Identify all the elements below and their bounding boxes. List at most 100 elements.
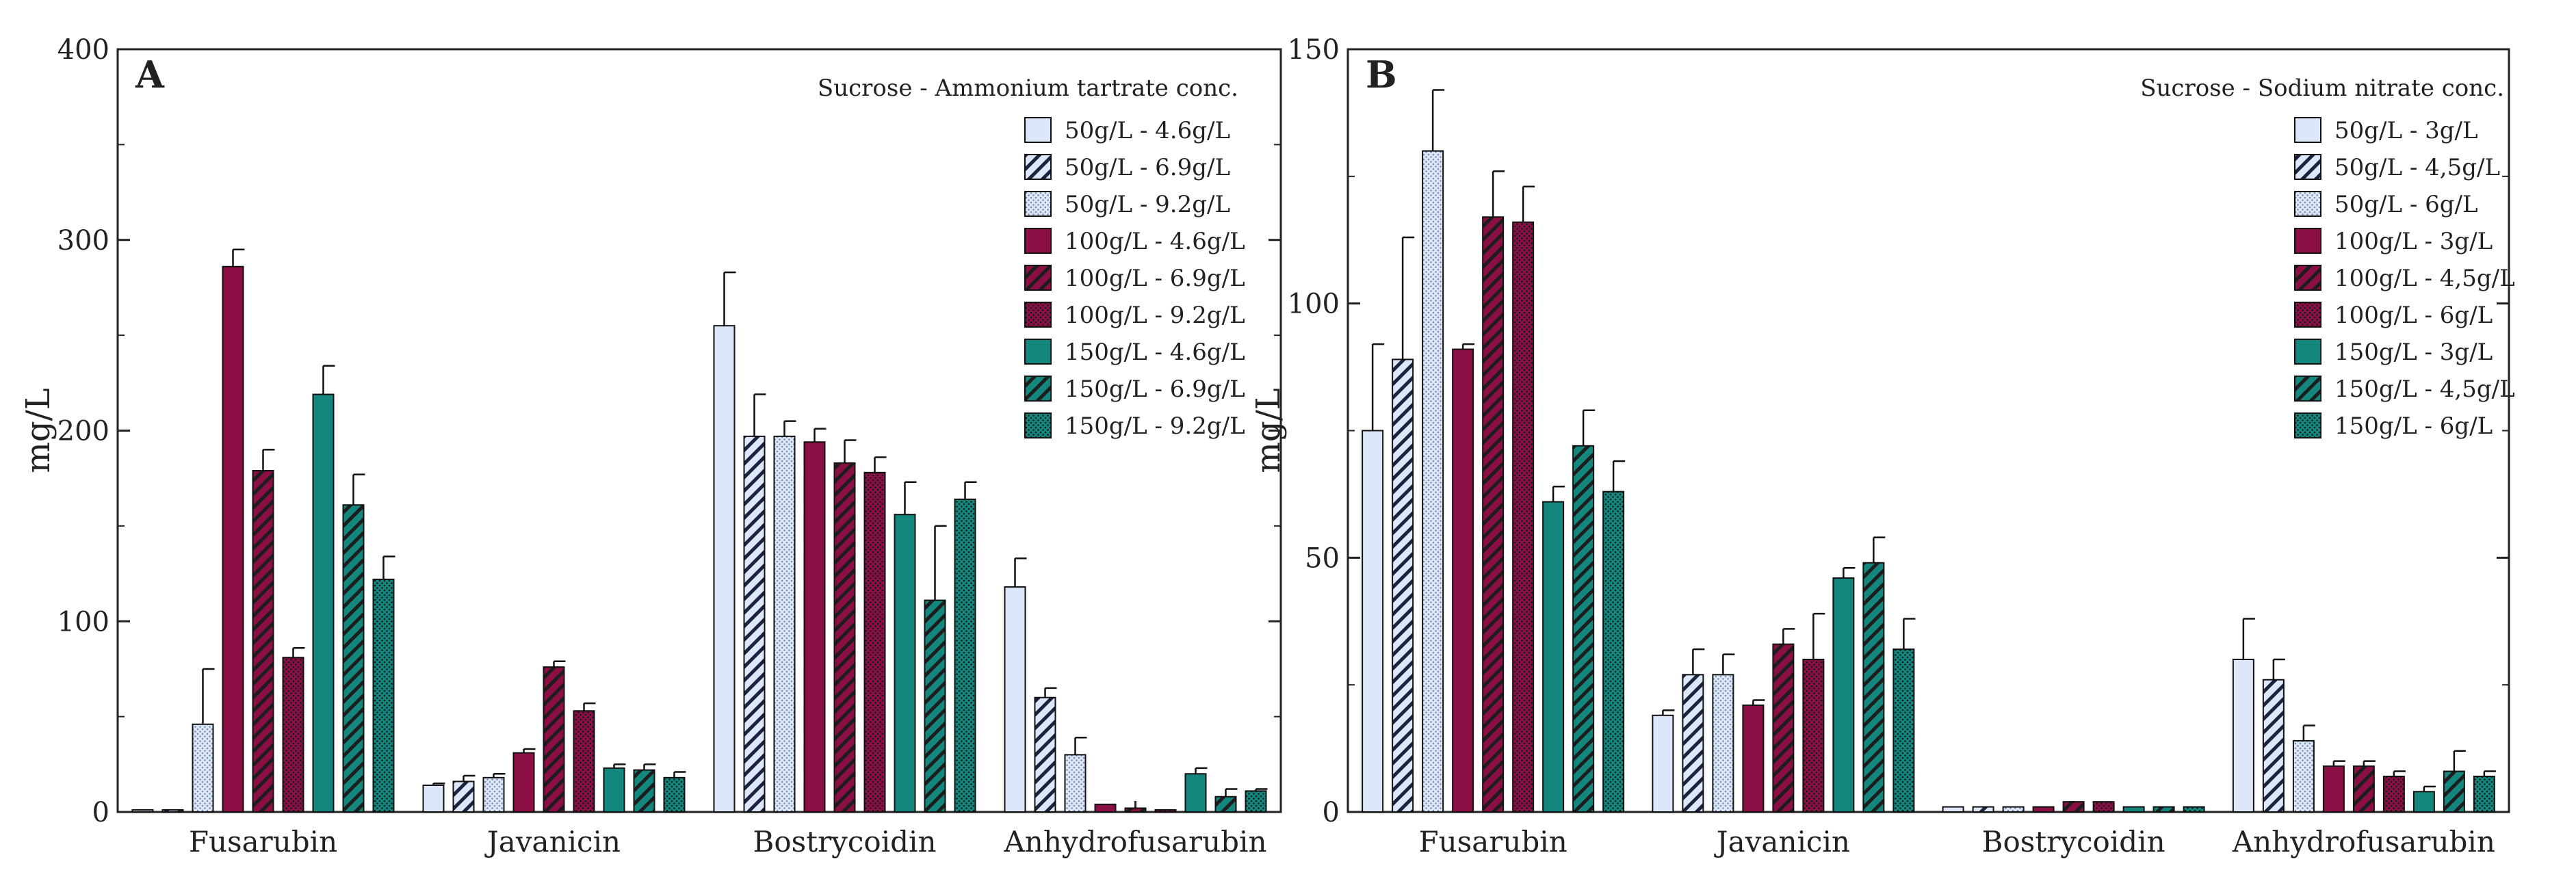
a-legend-swatch [1024, 339, 1052, 365]
a-bar [512, 752, 535, 813]
b-bar [2062, 801, 2085, 813]
a-legend-swatch [1024, 265, 1052, 291]
a-bar [161, 809, 184, 813]
panel-a: 0 100 200 300 400 mg/L A Fusarubin Javanicin Bost… [19, 34, 1282, 858]
b-bar [1972, 806, 1994, 813]
a-bar [954, 498, 976, 813]
a-legend-swatch [1024, 302, 1052, 328]
b-legend-swatch [2294, 228, 2321, 254]
a-legend-entry: 150g/L - 4.6g/L [1065, 339, 1245, 366]
a-bar [713, 325, 736, 813]
b-legend-entry: 150g/L - 3g/L [2334, 339, 2493, 366]
b-legend-swatch [2294, 117, 2321, 143]
b-bar [2322, 765, 2345, 813]
a-legend-swatch [1024, 191, 1052, 217]
a-legend-title: Sucrose - Ammonium tartrate conc. [818, 75, 1238, 102]
b-bar [1712, 674, 1734, 813]
a-bar [252, 470, 274, 813]
b-legend-swatch [2294, 339, 2321, 365]
b-bar [2183, 806, 2205, 813]
a-bar [1214, 796, 1237, 813]
a-bar [833, 462, 856, 813]
b-legend-entry: 150g/L - 4,5g/L [2334, 376, 2515, 403]
b-y-tick-label: 100 [1288, 289, 1340, 320]
b-bar [2122, 806, 2145, 813]
b-bar [1652, 714, 1674, 813]
b-bar [2412, 791, 2435, 813]
a-legend-entry: 150g/L - 6.9g/L [1065, 376, 1245, 403]
b-bar [1512, 221, 1535, 813]
b-bar [2352, 765, 2375, 813]
b-bar [2382, 775, 2405, 813]
b-legend-swatch [2294, 265, 2321, 291]
b-bar [1682, 674, 1704, 813]
b-bar [2152, 806, 2175, 813]
b-x-tick-label-bostrycoidin: Bostrycoidin [1982, 825, 2165, 858]
a-legend-swatch [1024, 117, 1052, 143]
b-bar [2232, 659, 2254, 813]
b-bar [1862, 562, 1885, 813]
a-bar [482, 776, 505, 813]
a-legend-swatch [1024, 228, 1052, 254]
a-bar [282, 657, 304, 813]
a-bar [1124, 807, 1147, 813]
b-bar [2292, 739, 2315, 813]
a-legend-entry: 100g/L - 4.6g/L [1065, 228, 1245, 255]
a-y-tick-label: 0 [92, 797, 109, 828]
a-bar [1004, 586, 1026, 813]
b-legend-swatch [2294, 412, 2321, 438]
b-bar [1452, 348, 1474, 813]
b-bar [1942, 806, 1964, 813]
a-legend: Sucrose - Ammonium tartrate conc. 50g/L -… [818, 75, 1245, 440]
a-bar [1245, 790, 1267, 813]
b-legend-swatch [2294, 154, 2321, 180]
a-legend-entry: 100g/L - 9.2g/L [1065, 302, 1245, 329]
b-bar [1572, 445, 1595, 813]
b-bar [2092, 801, 2115, 813]
b-legend-swatch [2294, 376, 2321, 402]
a-x-tick-label-bostrycoidin: Bostrycoidin [753, 825, 937, 858]
b-bar [1772, 643, 1795, 813]
a-bar [131, 809, 154, 813]
b-y-tick-label: 50 [1305, 542, 1340, 574]
b-legend: Sucrose - Sodium nitrate conc. 50g/L - 3g… [2140, 75, 2514, 440]
a-x-tick-label-javanicin: Javanicin [484, 825, 621, 858]
b-x-tick-label-javanicin: Javanicin [1714, 825, 1850, 858]
a-bar [452, 780, 475, 813]
a-bar [573, 710, 595, 813]
a-bar [603, 767, 625, 813]
a-legend-entry: 100g/L - 6.9g/L [1065, 265, 1245, 292]
a-x-tick-label-fusarubin: Fusarubin [189, 825, 337, 858]
a-bar [1154, 809, 1177, 813]
a-y-tick-label: 400 [57, 34, 109, 66]
b-bar [1892, 648, 1915, 813]
b-legend-entry: 50g/L - 6g/L [2334, 191, 2478, 218]
a-bar [924, 599, 946, 813]
b-bar [1802, 659, 1825, 813]
a-bar [312, 393, 335, 813]
a-legend-swatch [1024, 412, 1052, 438]
b-legend-entry: 50g/L - 3g/L [2334, 117, 2478, 144]
b-legend-title: Sucrose - Sodium nitrate conc. [2140, 75, 2504, 102]
b-bar [1422, 150, 1444, 813]
b-bar [1362, 430, 1384, 813]
a-bar [863, 471, 886, 813]
a-bar [543, 666, 565, 813]
a-legend-swatch [1024, 376, 1052, 402]
a-bar [422, 784, 445, 813]
b-y-tick-label: 150 [1288, 34, 1340, 66]
a-bar [773, 435, 796, 813]
b-legend-swatch [2294, 302, 2321, 328]
a-x-tick-label-anhydrofusarubin: Anhydrofusarubin [1003, 825, 1266, 858]
a-legend-entry: 150g/L - 9.2g/L [1065, 412, 1245, 440]
b-bar [1602, 490, 1625, 813]
b-legend-entry: 100g/L - 6g/L [2334, 302, 2493, 329]
a-bar [1064, 754, 1087, 813]
a-bar [894, 514, 916, 813]
b-bar [1482, 216, 1505, 813]
a-bar [222, 265, 244, 813]
a-y-tick-label: 100 [57, 606, 109, 638]
a-bar [1184, 773, 1207, 813]
b-bar [2443, 770, 2465, 813]
